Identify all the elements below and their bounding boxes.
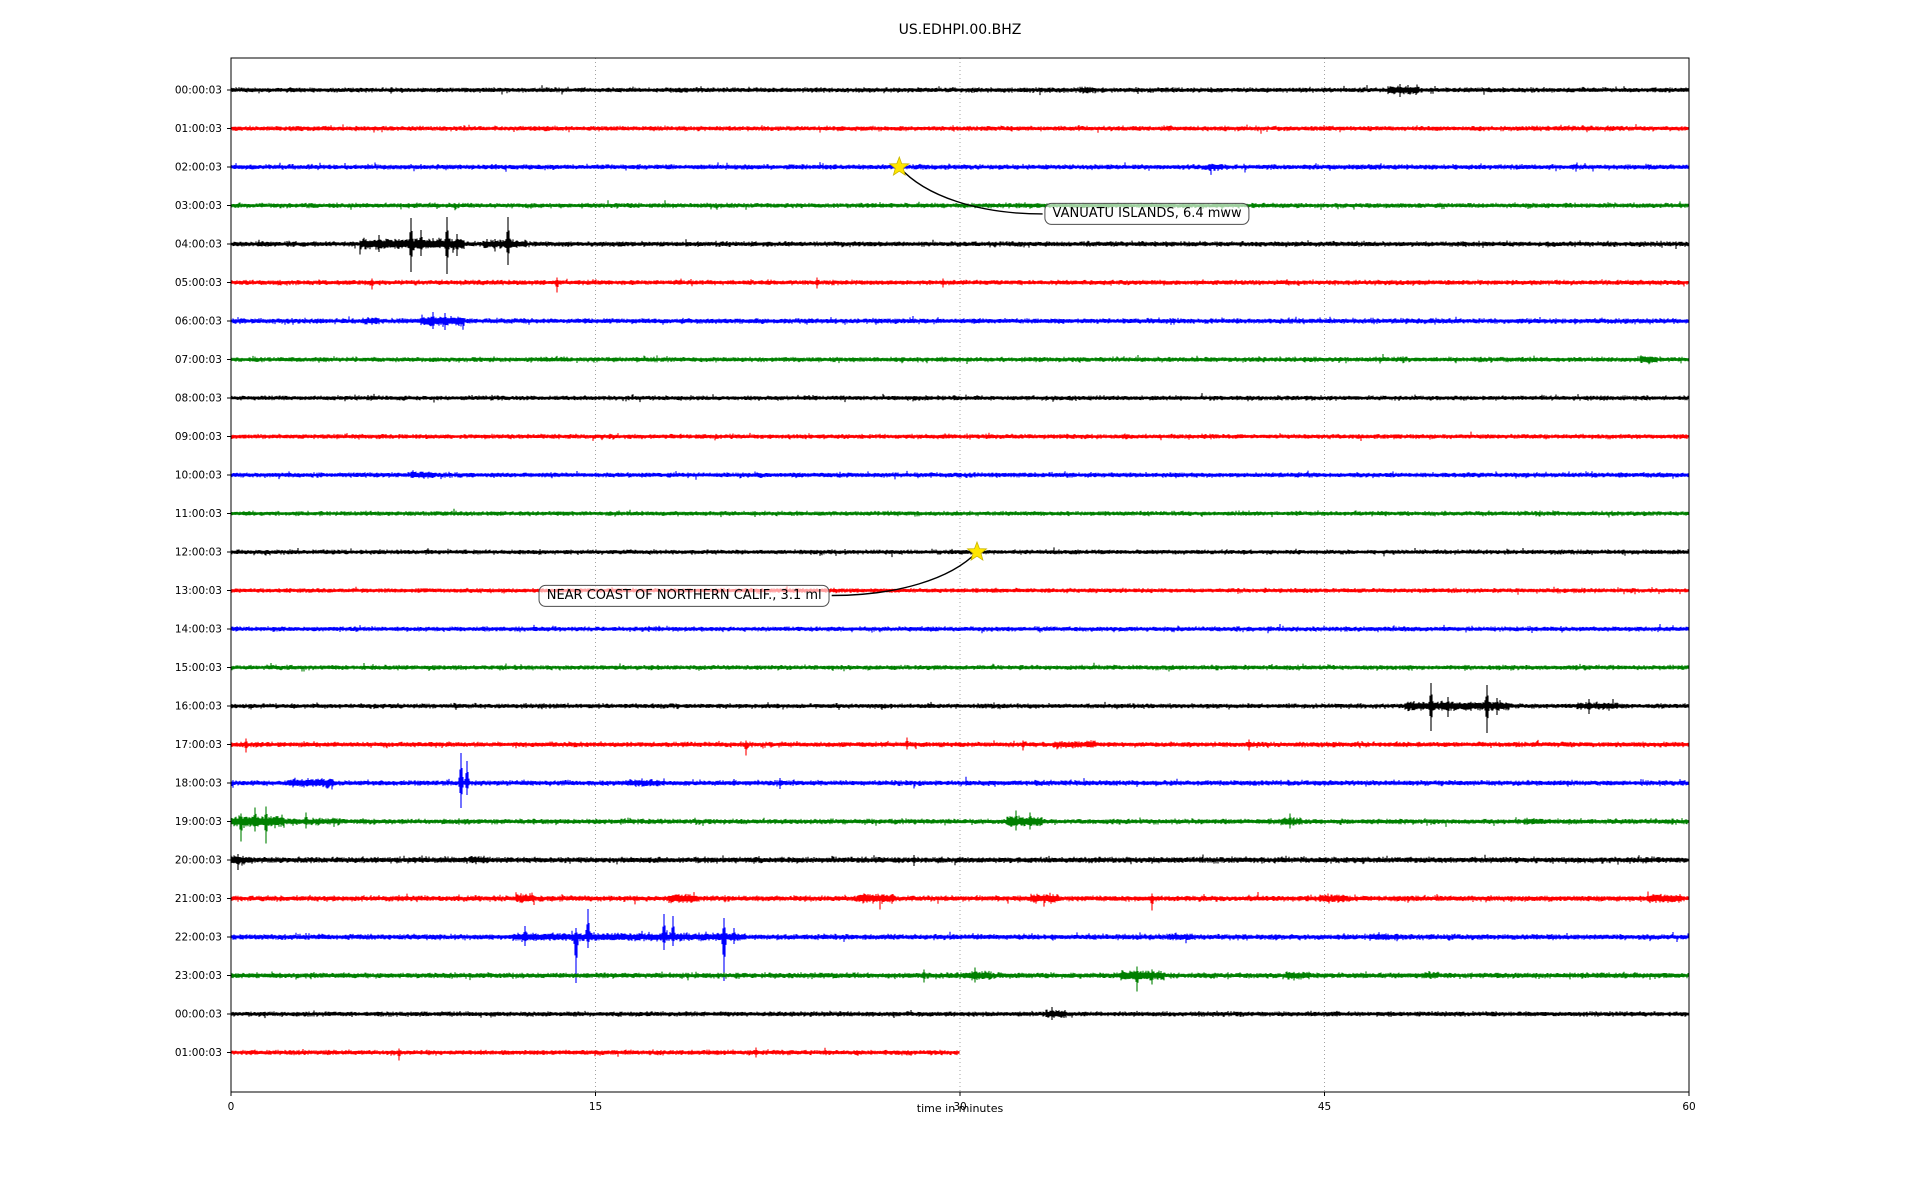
y-tick-label: 03:00:03 xyxy=(175,200,222,212)
y-tick-label: 23:00:03 xyxy=(175,970,222,982)
x-tick-label: 60 xyxy=(1682,1101,1695,1113)
trace-row-16 xyxy=(230,683,1689,733)
y-tick-label: 00:00:03 xyxy=(175,1009,222,1021)
event-leader-1 xyxy=(831,551,978,597)
y-tick-label: 13:00:03 xyxy=(175,585,222,597)
y-tick-label: 18:00:03 xyxy=(175,778,222,790)
trace-row-8 xyxy=(230,393,1689,403)
y-tick-label: 08:00:03 xyxy=(175,393,222,405)
x-tick-label: 15 xyxy=(589,1101,602,1113)
y-tick-label: 01:00:03 xyxy=(175,123,222,135)
x-tick-label: 30 xyxy=(953,1101,966,1113)
trace-row-11 xyxy=(230,508,1689,518)
trace-row-13 xyxy=(230,586,1689,595)
x-axis-label: time in minutes xyxy=(916,1102,1004,1115)
trace-row-21 xyxy=(230,891,1689,911)
trace-row-23 xyxy=(230,966,1689,992)
trace-row-25 xyxy=(230,1047,960,1061)
y-tick-label: 11:00:03 xyxy=(175,508,222,520)
trace-row-5 xyxy=(230,277,1689,293)
x-tick-label: 45 xyxy=(1318,1101,1331,1113)
y-tick-label: 20:00:03 xyxy=(175,855,222,867)
y-tick-label: 17:00:03 xyxy=(175,739,222,751)
event-star-icon-1 xyxy=(966,540,988,562)
trace-row-14 xyxy=(230,624,1689,634)
y-tick-label: 00:00:03 xyxy=(175,85,222,97)
trace-row-22 xyxy=(230,909,1689,983)
y-tick-label: 02:00:03 xyxy=(175,162,222,174)
trace-row-2 xyxy=(230,162,1689,175)
y-tick-label: 06:00:03 xyxy=(175,316,222,328)
trace-row-6 xyxy=(230,312,1689,330)
trace-row-18 xyxy=(230,753,1689,808)
y-tick-label: 21:00:03 xyxy=(175,893,222,905)
y-tick-label: 10:00:03 xyxy=(175,470,222,482)
y-tick-label: 09:00:03 xyxy=(175,431,222,443)
event-star-icon-0 xyxy=(888,155,910,177)
event-leader-0 xyxy=(898,166,1043,215)
trace-row-12 xyxy=(230,547,1689,558)
y-tick-label: 22:00:03 xyxy=(175,932,222,944)
trace-row-17 xyxy=(230,737,1689,756)
trace-row-9 xyxy=(230,431,1689,441)
trace-row-24 xyxy=(230,1007,1689,1020)
chart-title: US.EDHPI.00.BHZ xyxy=(898,22,1022,38)
y-tick-label: 14:00:03 xyxy=(175,624,222,636)
y-tick-label: 19:00:03 xyxy=(175,816,222,828)
trace-row-1 xyxy=(230,124,1689,134)
trace-row-7 xyxy=(230,354,1689,365)
trace-row-19 xyxy=(230,806,1689,844)
x-tick-label: 0 xyxy=(228,1101,235,1113)
trace-row-4 xyxy=(230,217,1689,274)
y-tick-label: 05:00:03 xyxy=(175,277,222,289)
trace-row-15 xyxy=(230,662,1689,672)
y-tick-label: 04:00:03 xyxy=(175,239,222,251)
trace-row-10 xyxy=(230,470,1689,480)
trace-row-20 xyxy=(230,854,1689,870)
y-tick-label: 07:00:03 xyxy=(175,354,222,366)
y-tick-label: 12:00:03 xyxy=(175,547,222,559)
y-tick-label: 01:00:03 xyxy=(175,1047,222,1059)
y-tick-label: 16:00:03 xyxy=(175,701,222,713)
trace-row-0 xyxy=(230,84,1689,97)
y-tick-label: 15:00:03 xyxy=(175,662,222,674)
